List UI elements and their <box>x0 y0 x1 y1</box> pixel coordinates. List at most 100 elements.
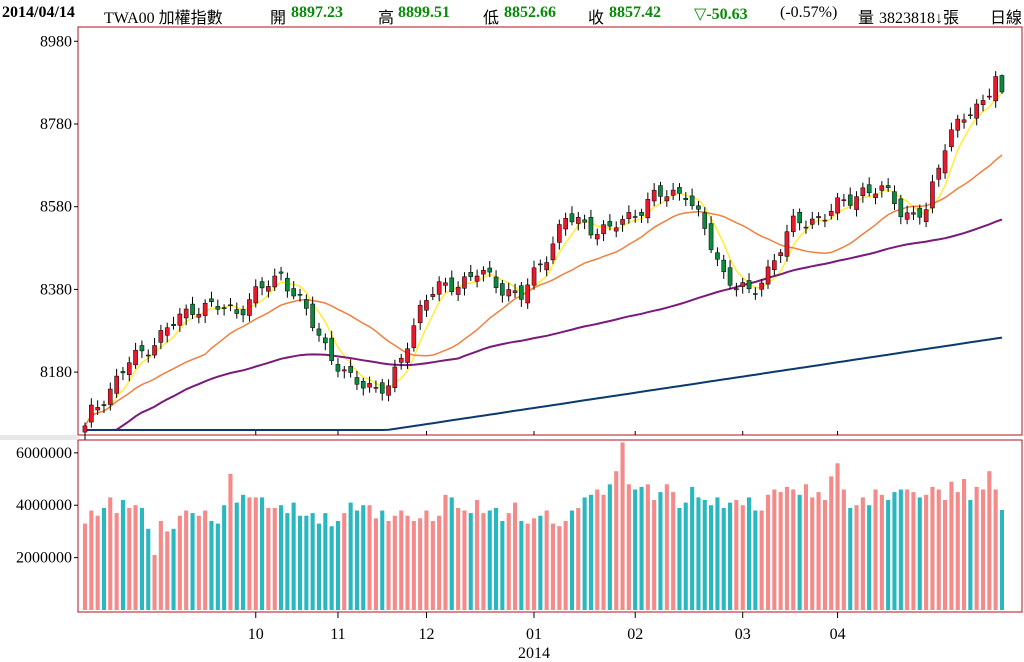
candle-body <box>164 327 170 336</box>
volume-bar <box>203 510 208 610</box>
candle-body <box>360 381 366 389</box>
candle-body <box>139 345 145 352</box>
volume-bar <box>82 523 87 610</box>
candle-body <box>101 404 107 406</box>
candle-body <box>531 267 537 286</box>
volume-tick-label: 6000000 <box>16 445 72 462</box>
volume-bar <box>936 489 941 610</box>
volume-bar <box>943 500 948 610</box>
quote-header: 2014/04/14 TWA00 加權指數 開 8897.23 高 8899.5… <box>0 0 1024 27</box>
volume-bar <box>968 500 973 610</box>
month-label: 03 <box>735 626 751 643</box>
volume-bar <box>911 492 916 610</box>
candle-body <box>253 286 259 304</box>
volume-bar <box>810 497 815 610</box>
volume-bar <box>924 494 929 610</box>
volume-bar <box>253 497 258 610</box>
volume-bar <box>222 505 227 610</box>
candle-body <box>386 385 391 396</box>
candle-body <box>879 185 885 191</box>
volume-bar <box>411 521 416 610</box>
candle-body <box>740 282 746 287</box>
low-value: 8852.66 <box>504 4 556 21</box>
volume-bar <box>879 494 884 610</box>
candle-body <box>145 354 151 357</box>
candle-body <box>955 118 961 131</box>
volume-bar <box>418 518 423 610</box>
ma20-line <box>84 154 1003 427</box>
candle-body <box>424 300 429 311</box>
candle-body <box>557 224 562 243</box>
volume-bar <box>848 507 853 610</box>
candle-body <box>291 288 296 297</box>
candle-body <box>82 425 88 433</box>
volume-bar <box>114 513 119 610</box>
volume-bar <box>304 515 309 610</box>
month-label: 02 <box>627 626 643 643</box>
candle-body <box>632 216 638 218</box>
volume-bar <box>835 463 840 610</box>
candle-body <box>639 211 644 216</box>
volume-label: 量 <box>858 10 875 27</box>
volume-bar <box>671 492 676 610</box>
candle-body <box>582 219 587 223</box>
volume-bar <box>715 497 720 610</box>
candle-body <box>209 298 214 303</box>
candle-body <box>474 275 480 282</box>
candle-body <box>790 215 796 233</box>
candle-body <box>974 103 979 119</box>
candle-body <box>171 323 176 326</box>
volume-bar <box>816 492 821 610</box>
candle-body <box>620 219 625 225</box>
candle-body <box>626 212 632 220</box>
candle-body <box>980 100 986 105</box>
change-value: ▽-50.63 <box>694 6 748 23</box>
volume-bar <box>639 486 644 610</box>
open-label: 開 <box>270 10 287 27</box>
candle-body <box>860 187 866 197</box>
volume-bar <box>430 521 435 610</box>
volume-bar <box>519 521 524 610</box>
volume-bar <box>209 521 214 610</box>
volume-bar <box>658 492 663 610</box>
candle-body <box>272 275 278 288</box>
volume-bar <box>342 513 347 610</box>
volume-bar <box>898 489 903 610</box>
candle-body <box>588 217 594 236</box>
volume-bar <box>569 510 574 610</box>
candle-body <box>234 309 240 314</box>
candle-body <box>202 302 208 316</box>
volume-bar <box>544 510 549 610</box>
volume-bar <box>974 486 979 610</box>
candle-body <box>462 276 467 289</box>
candle-body <box>613 227 619 232</box>
candle-body <box>310 303 315 328</box>
candle-body <box>228 304 233 307</box>
price-tick-label: 8580 <box>40 199 72 216</box>
volume-tick-label: 4000000 <box>16 497 72 514</box>
volume-bar <box>424 510 429 610</box>
candle-body <box>348 366 353 373</box>
candle-body <box>803 226 809 229</box>
candle-body <box>999 75 1005 93</box>
ma240-line <box>85 336 1003 431</box>
volume-bar <box>601 494 606 610</box>
candle-body <box>259 281 265 289</box>
volume-bar <box>373 518 378 610</box>
volume-bar <box>399 510 404 610</box>
month-label: 11 <box>330 626 345 643</box>
volume-bar <box>234 502 239 610</box>
volume-bar <box>298 515 303 610</box>
symbol-label: TWA00 加權指數 <box>104 10 223 27</box>
volume-bar <box>841 489 846 610</box>
volume-bar <box>614 471 619 610</box>
volume-bars <box>82 442 1004 610</box>
volume-bar <box>272 507 277 610</box>
volume-bar <box>892 492 897 610</box>
candle-body <box>575 217 581 224</box>
candle-body <box>468 272 474 277</box>
candle-body <box>759 282 764 290</box>
volume-bar <box>955 492 960 610</box>
candle-body <box>215 306 221 310</box>
candle-body <box>715 252 720 260</box>
